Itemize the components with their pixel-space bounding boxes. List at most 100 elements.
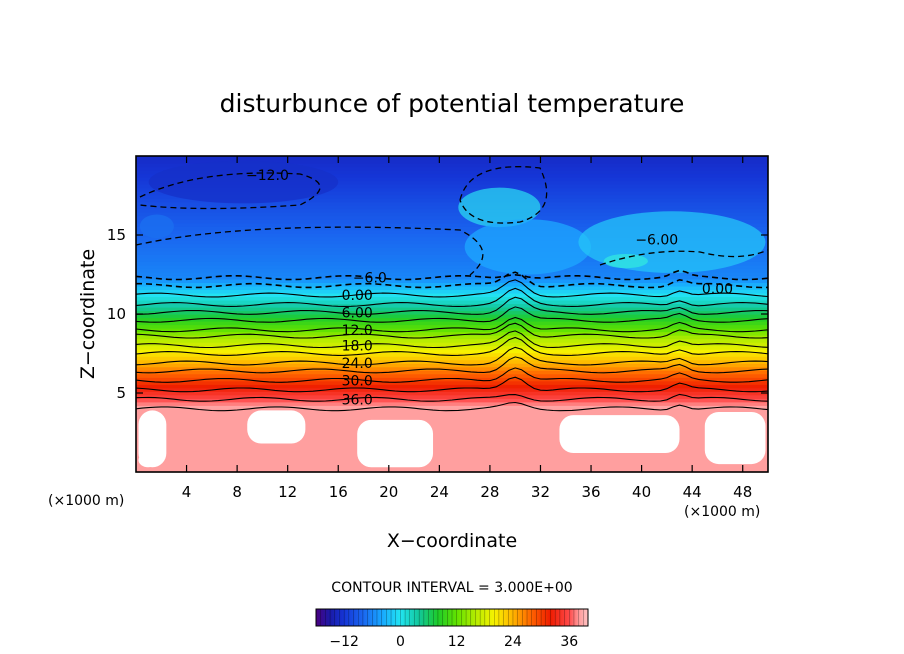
field-strip	[136, 303, 768, 308]
x-tick-label: 20	[379, 483, 398, 501]
contour-line	[135, 346, 769, 366]
contour-line	[135, 367, 769, 383]
field-strip	[136, 380, 768, 385]
y-tick-label: 10	[107, 305, 126, 323]
contour-label: −12.0	[246, 168, 289, 184]
plot-area: −12.0−6.00.006.0012.018.024.030.036.0−6.…	[107, 155, 769, 501]
field-strip	[136, 285, 768, 291]
field-strip	[136, 314, 768, 319]
field-strip	[136, 226, 768, 231]
field-strip	[136, 271, 768, 276]
field-strip	[136, 331, 768, 336]
contour-line	[135, 287, 769, 307]
x-tick-label: 32	[531, 483, 550, 501]
contour-label: −6.0	[353, 271, 387, 287]
field-strip	[136, 268, 768, 273]
field-strip	[136, 384, 768, 389]
colorbar-ticks: −12 0 12 24 36	[329, 634, 578, 650]
surface-gap	[138, 410, 167, 468]
field-strip	[136, 356, 768, 361]
contour-label: 24.0	[342, 356, 373, 372]
field-strip	[136, 187, 768, 192]
field-strip	[136, 173, 768, 178]
field-strip	[136, 233, 768, 238]
contour-label: 0.00	[342, 288, 373, 304]
contour-line	[135, 393, 769, 402]
field-strip	[136, 254, 768, 259]
y-axis-unit: (×1000 m)	[48, 493, 124, 509]
surface-gap	[704, 411, 766, 465]
contour-line	[135, 401, 769, 412]
field-strip	[136, 373, 768, 378]
contour-label: 30.0	[342, 373, 373, 389]
field-strip	[136, 317, 768, 322]
contour-line	[135, 269, 769, 281]
field-strip	[136, 292, 768, 298]
field-strip	[136, 370, 768, 375]
field-strip	[136, 321, 768, 326]
x-tick-label: 8	[232, 483, 242, 501]
contour-labels: −12.0−6.00.006.0012.018.024.030.036.0−6.…	[246, 168, 733, 408]
x-tick-label: 28	[480, 483, 499, 501]
field-strip	[136, 387, 768, 392]
colorbar: −12 0 12 24 36	[315, 608, 589, 650]
field-strip	[136, 194, 768, 199]
field-strip	[136, 208, 768, 213]
field-strip	[136, 359, 768, 364]
field-strip	[136, 243, 768, 248]
field-strip	[136, 306, 768, 312]
field-strip	[136, 391, 768, 396]
field-strip	[136, 219, 768, 224]
field-strip	[136, 159, 768, 164]
temperature-field	[136, 156, 768, 473]
x-tick-label: 44	[683, 483, 702, 501]
y-tick-label: 15	[107, 226, 126, 244]
contour-label: 18.0	[342, 339, 373, 355]
field-strip	[136, 377, 768, 382]
field-strip	[136, 335, 768, 340]
y-axis-label: Z−coordinate	[77, 249, 99, 379]
y-axis-ticks: 5 10 15	[107, 226, 768, 402]
contour-label: −6.00	[635, 233, 678, 249]
field-strip	[136, 289, 768, 294]
field-strip	[136, 257, 768, 262]
contour-line	[135, 376, 769, 393]
x-axis-ticks: 4 8 12 16 20 24 28 32 36 40 44 48	[182, 156, 752, 501]
colorbar-tick-label: 24	[504, 634, 522, 650]
field-strip	[136, 240, 768, 245]
field-strip	[136, 166, 768, 171]
dashed-contour	[135, 226, 484, 276]
field-strip	[136, 191, 768, 196]
field-strip	[136, 342, 768, 347]
field-strip	[136, 222, 768, 227]
contour-label: 36.0	[342, 392, 373, 408]
field-strip	[136, 163, 768, 168]
field-strip	[136, 247, 768, 252]
x-axis-unit: (×1000 m)	[684, 504, 760, 520]
field-strip	[136, 352, 768, 357]
x-tick-label: 48	[733, 483, 752, 501]
contour-line	[135, 336, 769, 356]
field-strip	[136, 363, 768, 368]
colorbar-tick-label: 0	[396, 634, 405, 650]
field-strip	[136, 282, 768, 287]
surface-gap	[357, 419, 434, 468]
field-strip	[136, 180, 768, 185]
dashed-contour	[459, 166, 548, 224]
contour-label: 6.00	[342, 305, 373, 321]
contour-line	[135, 306, 769, 323]
field-strip	[136, 278, 768, 283]
colorbar-tick-label: −12	[329, 634, 359, 650]
field-strip	[136, 236, 768, 241]
contour-interval-text: CONTOUR INTERVAL = 3.000E+00	[331, 580, 572, 596]
field-strip	[136, 296, 768, 301]
contour-line	[135, 356, 769, 374]
colorbar-tick-label: 36	[560, 634, 578, 650]
contour-lines	[135, 166, 769, 412]
field-strip	[136, 215, 768, 220]
x-tick-label: 16	[329, 483, 348, 501]
upper-level-patch	[603, 253, 648, 269]
colorbar-bands	[320, 609, 584, 626]
x-axis-label: X−coordinate	[387, 530, 517, 552]
